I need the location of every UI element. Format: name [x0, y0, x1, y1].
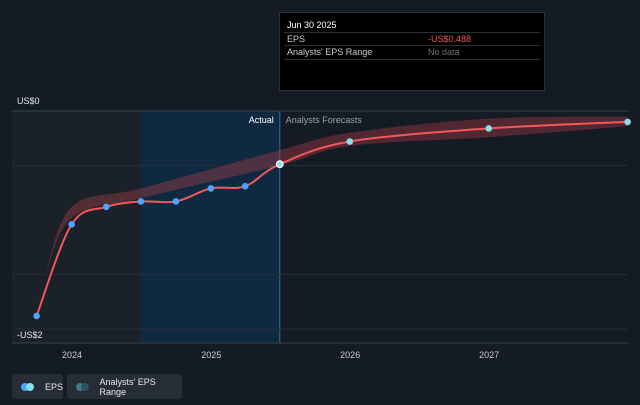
forecast-region-label: Analysts Forecasts: [286, 115, 363, 125]
eps-legend-icon: [21, 382, 37, 391]
tooltip-eps-label: EPS: [287, 34, 306, 44]
eps-line: [35, 120, 628, 317]
eps-actual-point: [172, 198, 180, 205]
eps-actual-point: [33, 312, 40, 320]
eps-forecast-point: [485, 125, 493, 132]
legend-range-label: Analysts' EPS Range: [99, 376, 156, 397]
eps-actual-point: [207, 185, 215, 192]
x-tick-label: 2026: [340, 350, 360, 360]
eps-tooltip: Jun 30 2025 EPS -US$0.488 Analysts' EPS …: [279, 12, 545, 91]
tooltip-date: Jun 30 2025: [287, 20, 337, 30]
tooltip-row-range: Analysts' EPS Range No data: [284, 45, 540, 60]
range-legend-icon: [76, 382, 91, 391]
x-tick-label: 2027: [479, 350, 499, 360]
y-axis-label-top: US$0: [17, 96, 40, 106]
eps-actual-point: [102, 203, 110, 211]
legend-eps-label: EPS: [44, 381, 63, 392]
tooltip-row-eps: EPS -US$0.488: [284, 32, 540, 46]
tooltip-range-label: Analysts' EPS Range: [287, 47, 373, 57]
y-axis-label-bottom: -US$2: [17, 330, 43, 340]
tooltip-eps-value: -US$0.488: [428, 34, 472, 44]
x-tick-label: 2024: [62, 350, 82, 360]
highlight-region: [140, 111, 280, 343]
legend-eps-button[interactable]: EPS: [12, 374, 63, 399]
eps-actual-point: [68, 221, 75, 228]
actual-region-label: Actual: [249, 115, 274, 125]
eps-actual-point: [241, 182, 249, 190]
x-tick-label: 2025: [201, 350, 221, 360]
eps-actual-point: [275, 160, 284, 169]
legend-range-button[interactable]: Analysts' EPS Range: [67, 374, 182, 399]
eps-forecast-point: [624, 118, 631, 126]
tooltip-range-value: No data: [428, 47, 460, 57]
eps-actual-point: [137, 198, 145, 205]
eps-forecast-point: [346, 138, 354, 145]
